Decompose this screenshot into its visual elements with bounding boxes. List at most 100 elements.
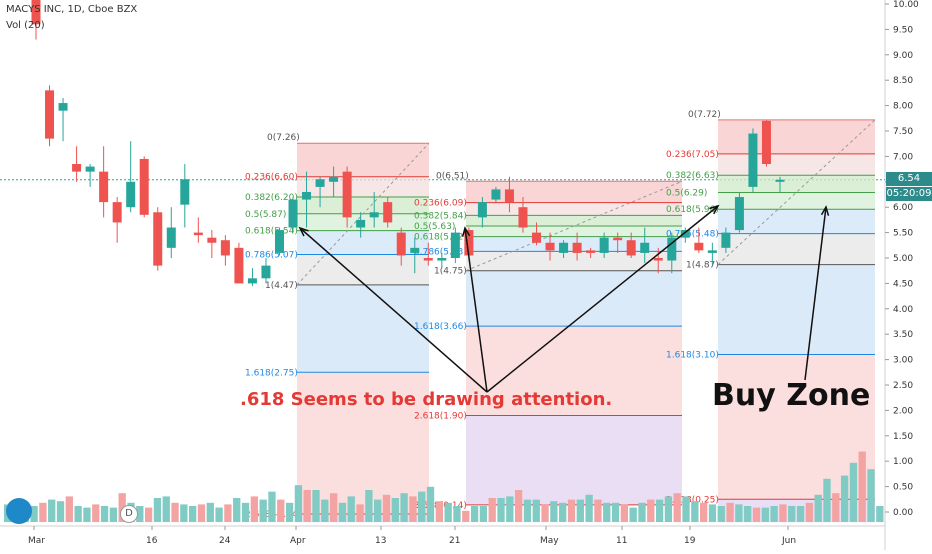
volume-bar (611, 502, 620, 522)
y-tick-label: 4.50 (893, 279, 913, 289)
x-tick-label: May (540, 536, 559, 546)
annotation-arrow (804, 206, 827, 381)
candle-body (721, 232, 731, 248)
fib-band (297, 197, 429, 214)
volume-bar (629, 507, 637, 522)
volume-bar (65, 496, 73, 522)
candle-body (707, 250, 717, 253)
volume-bar (876, 506, 884, 522)
attention-note: .618 Seems to be drawing attention. (240, 389, 613, 410)
volume-bar (303, 490, 311, 522)
y-tick-label: 2.00 (893, 406, 913, 416)
fib-band (718, 264, 875, 355)
volume-bar (444, 502, 452, 522)
volume-bar (374, 499, 382, 522)
fib-band (297, 254, 429, 285)
candle-body (437, 258, 447, 261)
volume-bar (144, 507, 153, 522)
volume-bar (506, 496, 514, 522)
fib-label: 0.618(5.42) (414, 233, 467, 243)
arrow-head (461, 226, 471, 237)
y-axis-panel (885, 0, 932, 550)
volume-bar (867, 469, 875, 522)
volume-bar (717, 506, 725, 522)
fib-band (718, 354, 875, 500)
volume-bar (136, 506, 144, 522)
candle-body (220, 240, 230, 256)
y-tick-label: 2.50 (893, 381, 913, 391)
fib-label: 1(4.75) (434, 267, 467, 277)
fib-label: 2.618(1.90) (414, 411, 467, 421)
y-tick-label: 3.00 (893, 356, 913, 366)
volume-bar (259, 499, 267, 522)
volume-bar (153, 498, 162, 522)
candle-body (72, 164, 82, 172)
candle-body (694, 242, 704, 251)
candle-body (342, 171, 352, 218)
candle-body (112, 202, 122, 223)
candle-body (99, 171, 109, 203)
y-tick-label: 9.00 (893, 51, 913, 61)
annotation-arrow (299, 227, 488, 393)
fib-label: 0.236(6.09) (414, 199, 467, 209)
y-tick-label: 8.00 (893, 102, 913, 112)
volume-bar (470, 506, 479, 522)
fib-band (466, 270, 682, 327)
volume-bar (215, 507, 223, 522)
candle-body (410, 247, 420, 253)
fib-band (466, 225, 682, 237)
dividend-marker[interactable]: D (120, 505, 138, 523)
fib-label: 0(6.51) (436, 171, 469, 181)
volume-bar (224, 504, 232, 522)
volume-bar (735, 504, 743, 522)
countdown-tag: 05:20:09 (886, 187, 932, 201)
candle-body (504, 189, 514, 203)
candle-body (599, 237, 609, 253)
volume-bar (488, 498, 496, 522)
candle-body (545, 242, 555, 251)
fib-label: 0.5(6.29) (666, 188, 707, 198)
x-tick-label: 11 (616, 536, 627, 546)
volume-bar (814, 494, 822, 522)
y-tick-label: 0.50 (893, 483, 913, 493)
volume-bar (233, 498, 241, 522)
candle-body (680, 230, 690, 238)
volume-bar (426, 486, 435, 522)
volume-bar (479, 506, 488, 522)
volume-bar (523, 499, 532, 522)
candle-body (193, 232, 203, 236)
candle-body (613, 237, 623, 241)
fib-label: 1.618(2.75) (245, 368, 298, 378)
candle-body (315, 179, 325, 187)
volume-bar (268, 491, 276, 522)
volume-bar (48, 499, 56, 522)
volume-bar (594, 499, 602, 522)
volume-bar (92, 504, 100, 522)
fib-band (466, 326, 682, 416)
volume-bar (770, 506, 778, 522)
volume-bar (620, 504, 629, 522)
volume-bar (726, 502, 734, 522)
volume-bar (691, 501, 699, 522)
fib-band (466, 202, 682, 216)
last-price-tag: 6.54 (886, 172, 932, 186)
volume-bar (682, 496, 690, 522)
volume-bar (664, 496, 673, 522)
candle-body (274, 230, 284, 253)
volume-bar (585, 494, 593, 522)
volume-bar (241, 502, 250, 522)
volume-bar (744, 506, 752, 522)
volume-bar (312, 490, 320, 522)
candle-body (302, 191, 312, 200)
volume-bar (83, 507, 91, 522)
y-tick-label: 9.50 (893, 25, 913, 35)
candle-body (288, 199, 298, 228)
volume-bar (409, 496, 417, 522)
tradingview-logo-icon[interactable] (6, 498, 32, 524)
volume-bar (56, 501, 65, 522)
candle-body (180, 179, 190, 205)
fib-label: 0.786(5.13) (414, 247, 467, 257)
fib-label: 1(4.87) (686, 261, 719, 271)
